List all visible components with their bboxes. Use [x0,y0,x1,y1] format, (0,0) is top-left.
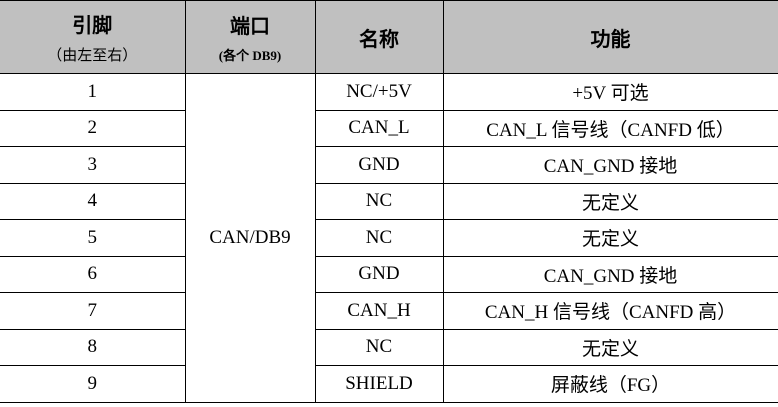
table-row: 5 NC 无定义 [0,219,778,257]
name-cell: CAN_H [314,292,444,330]
pin-cell: 8 [0,328,186,366]
table-row: 2 CAN_L CAN_L 信号线（CANFD 低） [0,109,778,147]
header-function-label: 功能 [590,26,631,51]
name-cell: NC [314,219,444,257]
function-cell: +5V 可选 [442,73,778,111]
header-pin-sub: （由左至右） [47,46,138,64]
header-port-sub: (各个 DB9) [218,48,282,63]
port-cell: CAN/DB9 [184,73,316,403]
name-cell: NC [314,328,444,366]
pin-cell: 4 [0,182,186,220]
function-cell: 无定义 [442,219,778,257]
function-cell: CAN_H 信号线（CANFD 高） [442,292,778,330]
pin-cell: 3 [0,146,186,184]
table-row: 4 NC 无定义 [0,182,778,220]
header-port-label: 端口 [230,14,270,38]
function-cell: 无定义 [442,182,778,220]
pin-cell: 6 [0,255,186,293]
table-row: 8 NC 无定义 [0,328,778,366]
table-row: 3 GND CAN_GND 接地 [0,146,778,184]
name-cell: NC/+5V [314,73,444,111]
pin-cell: 9 [0,365,186,403]
function-cell: 屏蔽线（FG） [442,365,778,403]
header-name: 名称 [314,0,444,74]
pin-cell: 1 [0,73,186,111]
function-cell: CAN_GND 接地 [442,255,778,293]
name-cell: GND [314,146,444,184]
name-cell: NC [314,182,444,220]
header-name-label: 名称 [359,26,399,51]
pin-cell: 2 [0,109,186,147]
header-pin-label: 引脚 [72,13,113,37]
header-port: 端口 (各个 DB9) [184,0,316,74]
function-cell: 无定义 [442,328,778,366]
function-cell: CAN_GND 接地 [442,146,778,184]
table-row: 1 CAN/DB9 NC/+5V +5V 可选 [0,73,778,403]
table-row: 7 CAN_H CAN_H 信号线（CANFD 高） [0,292,778,330]
header-pin: 引脚 （由左至右） [0,0,186,74]
name-cell: GND [314,255,444,293]
name-cell: CAN_L [314,109,444,147]
table-row: 6 GND CAN_GND 接地 [0,255,778,293]
header-row: 引脚 （由左至右） 端口 (各个 DB9) 名称 功能 [0,0,778,74]
name-cell: SHIELD [314,365,444,403]
pin-cell: 5 [0,219,186,257]
pin-cell: 7 [0,292,186,330]
function-cell: CAN_L 信号线（CANFD 低） [442,109,778,147]
header-function: 功能 [442,0,778,74]
table-row: 9 SHIELD 屏蔽线（FG） [0,365,778,403]
